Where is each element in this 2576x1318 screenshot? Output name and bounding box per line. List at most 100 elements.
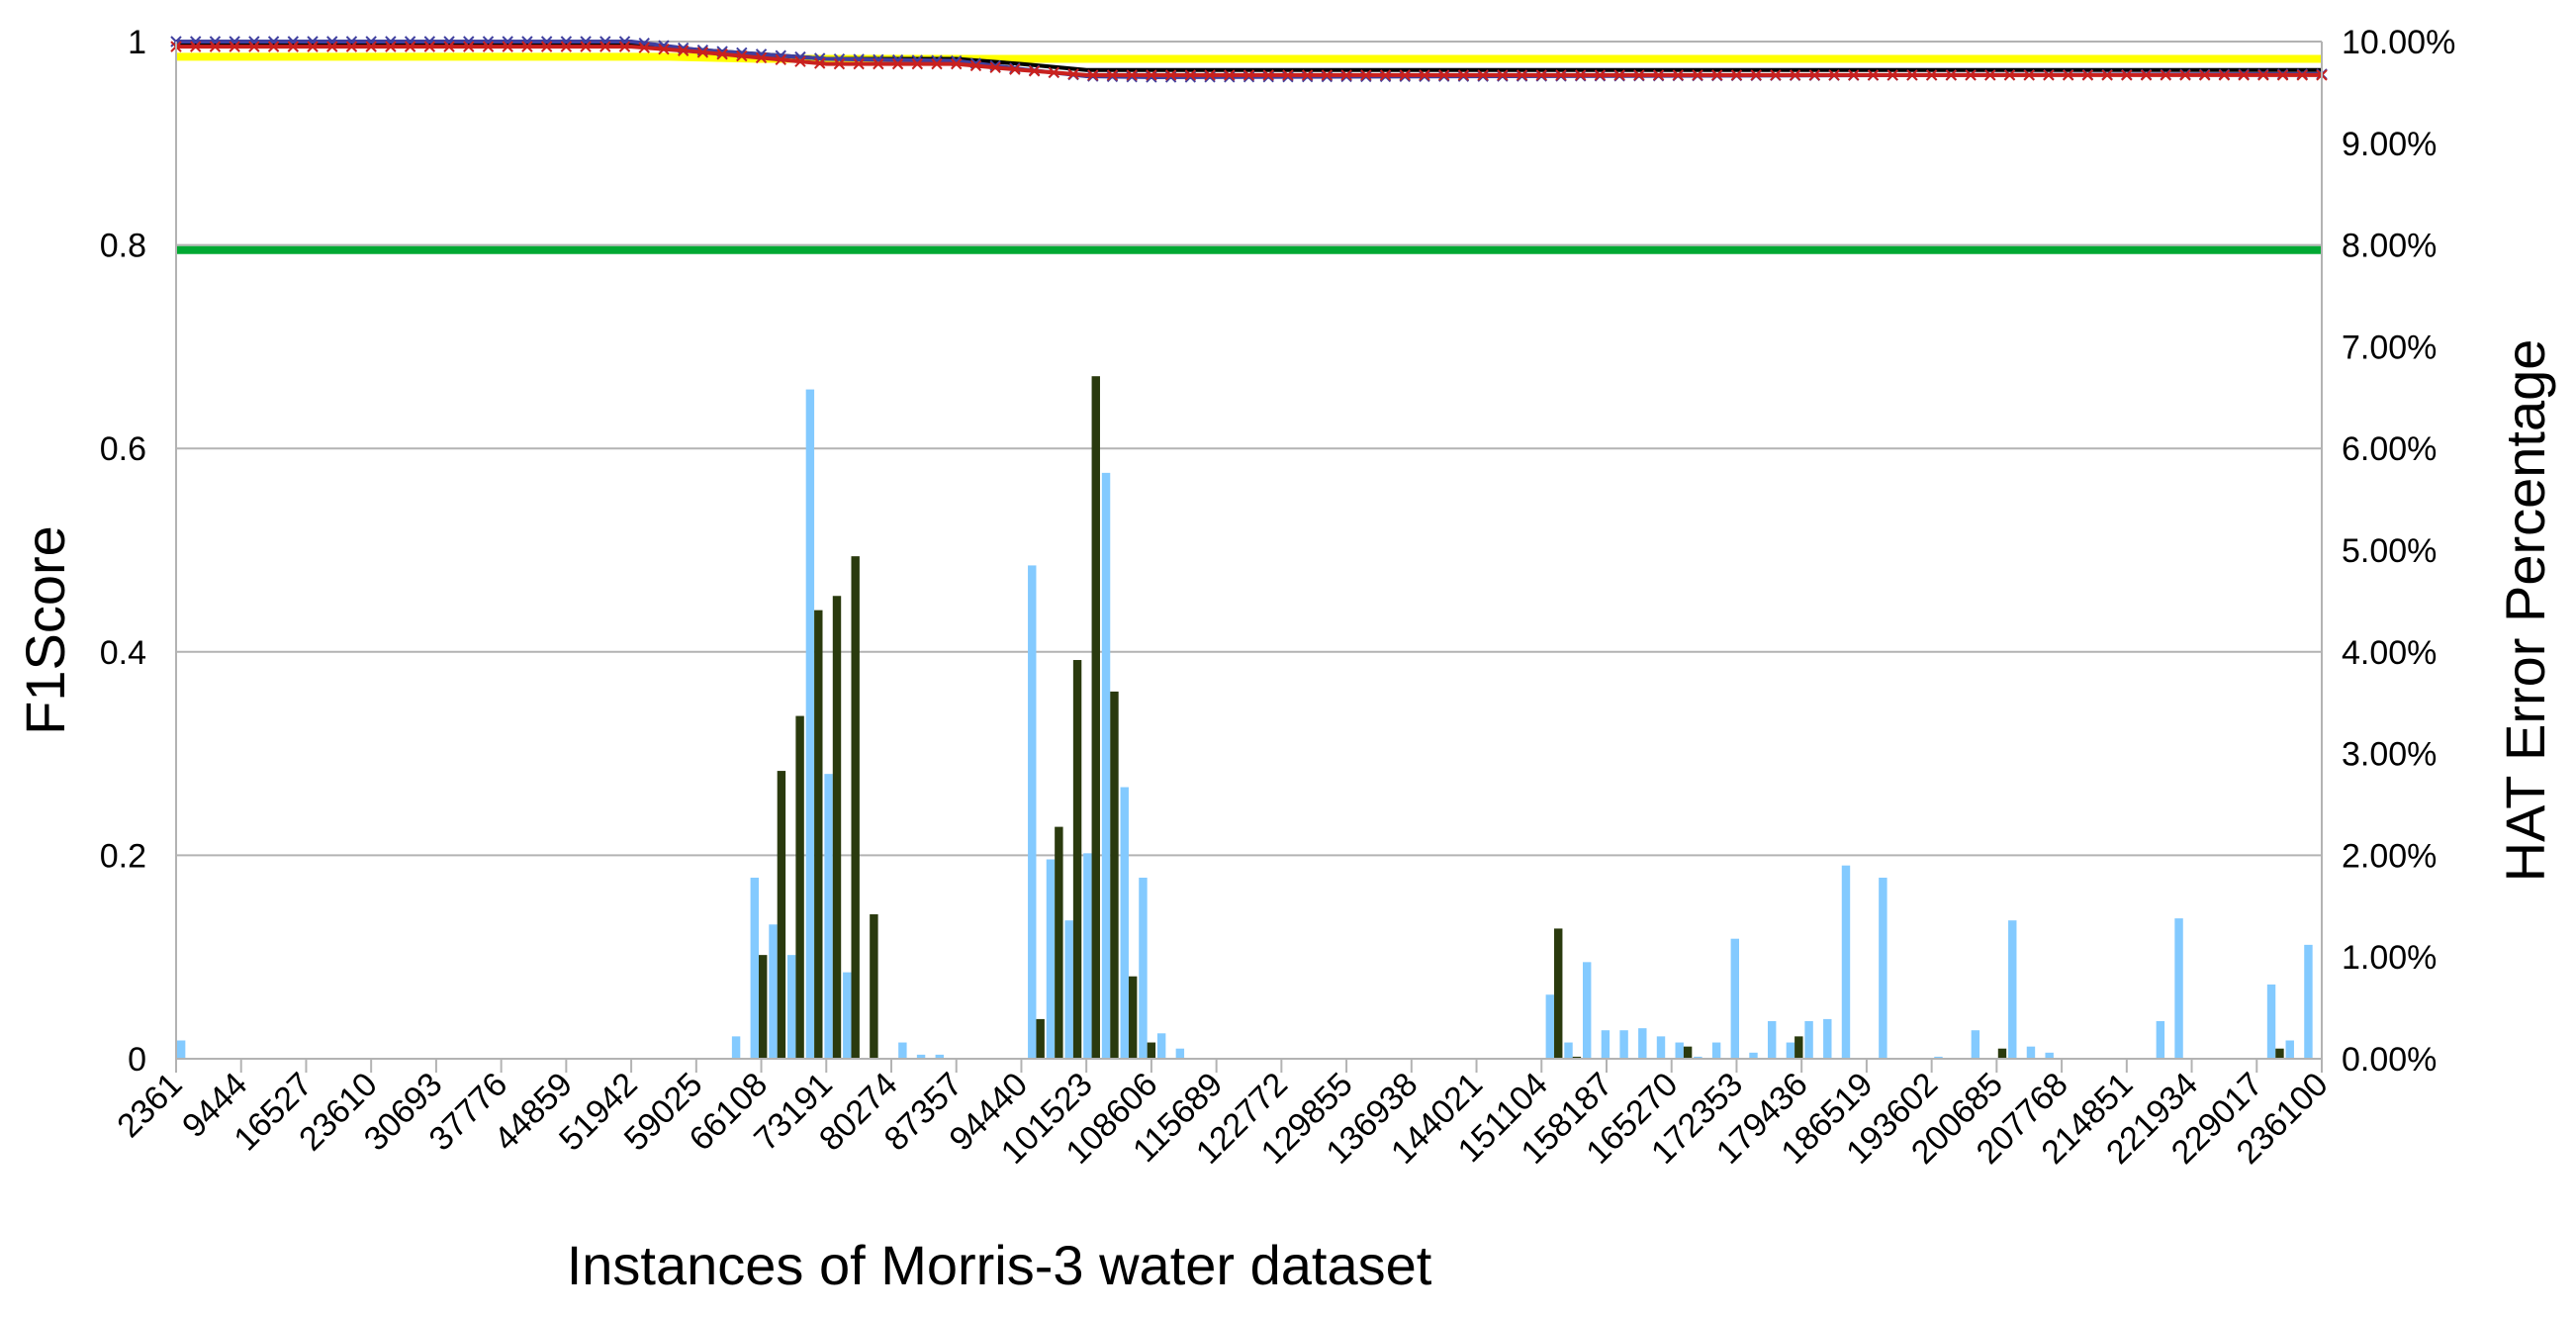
bar-dark-green — [795, 715, 804, 1059]
y-tick-label: 0.6 — [100, 430, 146, 468]
line-marker — [1282, 69, 1294, 81]
bar-light-blue — [1749, 1052, 1758, 1059]
line-marker — [2257, 69, 2269, 81]
y-tick-label: 0.2 — [100, 837, 146, 875]
bar-light-blue — [1545, 994, 1555, 1059]
bar-dark-green — [870, 914, 878, 1059]
y-tick-label: 0.8 — [100, 228, 146, 265]
line-marker — [482, 41, 495, 52]
y-tick-labels: 0 0.2 0.4 0.6 0.8 1 — [100, 24, 146, 1079]
bar-dark-green — [832, 596, 842, 1059]
bar-light-blue — [786, 955, 796, 1059]
line-marker — [1770, 69, 1782, 81]
bar-dark-green — [2275, 1048, 2284, 1059]
line-marker — [1633, 69, 1645, 81]
line-marker — [1808, 69, 1821, 81]
line-marker — [969, 59, 982, 72]
line-marker — [775, 53, 786, 66]
bar-light-blue — [1120, 787, 1129, 1059]
bar-light-blue — [1139, 878, 1148, 1059]
line-marker — [813, 57, 826, 69]
bar-light-blue — [1638, 1028, 1647, 1059]
line-marker — [1340, 69, 1352, 81]
line-marker — [1087, 69, 1099, 81]
line-marker — [2003, 69, 2016, 81]
line-marker — [1457, 69, 1470, 81]
line-marker — [521, 41, 533, 52]
y2-tick-label: 6.00% — [2342, 430, 2437, 468]
bar-light-blue — [2045, 1052, 2054, 1059]
y2-tick-label: 10.00% — [2342, 24, 2455, 61]
bar-dark-green — [1128, 976, 1138, 1059]
line-marker — [716, 48, 728, 60]
line-marker — [1984, 69, 1996, 81]
bar-dark-green — [1683, 1046, 1693, 1059]
y-axis-title: F1Score — [14, 525, 76, 735]
line-marker — [2101, 69, 2113, 81]
line-marker — [463, 41, 475, 52]
line-marker — [677, 45, 690, 56]
bar-light-blue — [1175, 1048, 1185, 1059]
bar-dark-green — [1554, 928, 1563, 1059]
line-marker — [1555, 69, 1567, 81]
line-marker — [853, 57, 865, 70]
bar-light-blue — [843, 972, 852, 1059]
line-marker — [1419, 69, 1430, 81]
bar-light-blue — [2174, 918, 2183, 1059]
line-marker — [1594, 69, 1607, 81]
line-marker — [1886, 69, 1898, 81]
line-marker — [1867, 69, 1880, 81]
bar-light-blue — [750, 878, 759, 1059]
line-marker — [1437, 69, 1450, 81]
bar-light-blue — [1711, 1042, 1721, 1059]
line-marker — [1535, 69, 1547, 81]
bar-light-blue — [1675, 1042, 1684, 1059]
bar-light-blue — [1971, 1030, 1980, 1059]
line-marker — [1652, 69, 1665, 81]
line-marker — [1925, 69, 1938, 81]
bar-light-blue — [2266, 984, 2276, 1059]
line-marker — [1360, 69, 1372, 81]
line-marker — [2081, 69, 2094, 81]
bar-light-blue — [898, 1042, 907, 1059]
f1-line-1 — [176, 52, 2322, 63]
line-marker — [1945, 69, 1958, 81]
line-marker — [1965, 69, 1977, 81]
line-marker — [1711, 69, 1723, 81]
line-marker — [502, 41, 513, 52]
bar-dark-green — [758, 955, 768, 1059]
bar-light-blue — [2008, 920, 2017, 1059]
bar-light-blue — [1064, 920, 1073, 1059]
bar-light-blue — [916, 1054, 926, 1059]
line-marker — [326, 41, 338, 52]
line-marker — [1067, 68, 1079, 80]
bar-light-blue — [935, 1054, 944, 1059]
bar-light-blue — [1823, 1018, 1832, 1059]
bar-light-blue — [1879, 878, 1887, 1059]
line-marker — [2062, 69, 2074, 81]
bar-light-blue — [731, 1036, 741, 1059]
line-marker — [560, 41, 573, 52]
bar-light-blue — [1601, 1030, 1610, 1059]
line-marker — [1106, 69, 1119, 81]
bar-light-blue — [1028, 565, 1037, 1059]
line-marker — [873, 57, 884, 70]
line-marker — [1204, 69, 1216, 81]
line-marker — [287, 41, 300, 52]
line-marker — [1321, 69, 1334, 81]
line-marker — [1575, 69, 1587, 81]
line-marker — [1730, 69, 1743, 81]
line-marker — [658, 44, 670, 55]
bar-dark-green — [1997, 1048, 2007, 1059]
line-marker — [385, 41, 397, 52]
bar-light-blue — [769, 924, 778, 1059]
line-marker — [1028, 65, 1041, 77]
line-marker — [190, 41, 202, 52]
line-marker — [1048, 66, 1060, 79]
line-marker — [365, 41, 377, 52]
line-marker — [1828, 69, 1840, 81]
line-marker — [2276, 69, 2289, 81]
line-marker — [1146, 69, 1157, 81]
